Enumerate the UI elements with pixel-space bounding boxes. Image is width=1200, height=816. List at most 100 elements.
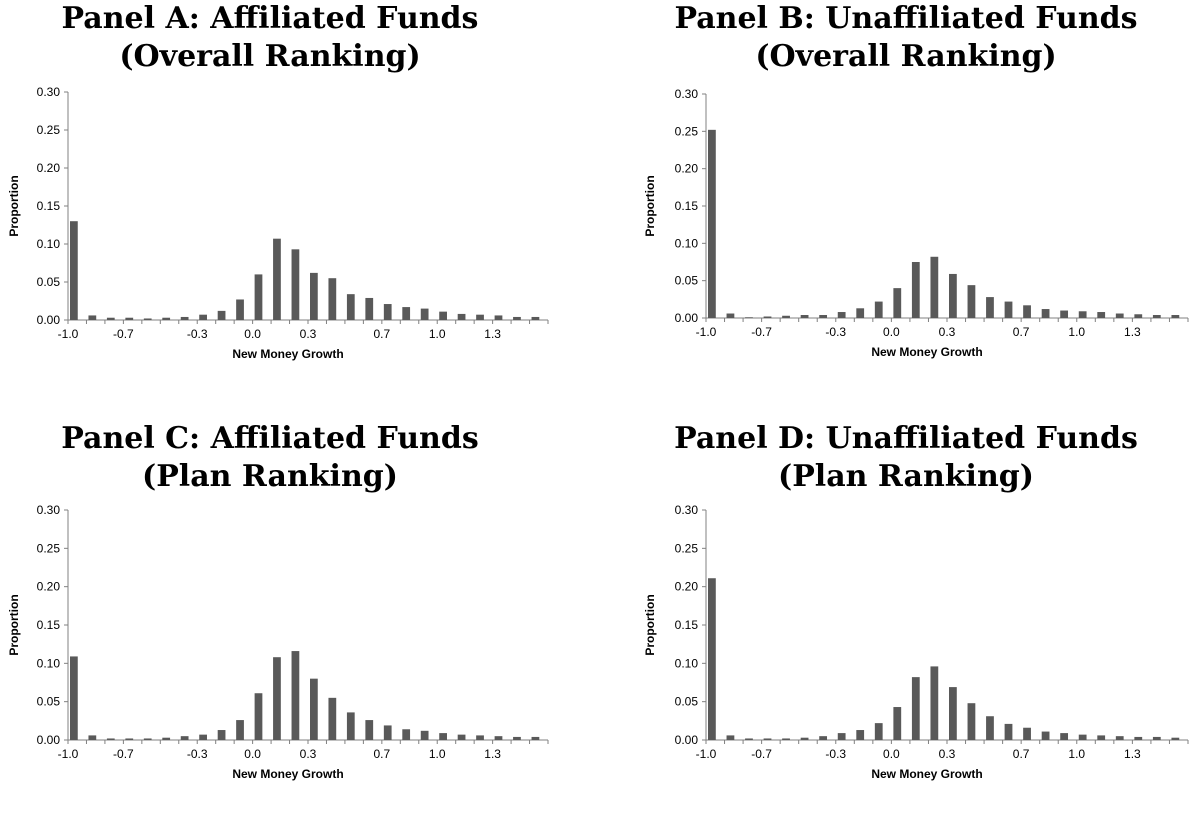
- x-tick-label: 1.3: [1124, 747, 1141, 761]
- y-axis-title: Proportion: [7, 175, 21, 236]
- x-axis-title: New Money Growth: [871, 345, 982, 359]
- histogram-bar: [383, 304, 392, 320]
- y-tick-label: 0.10: [37, 656, 61, 670]
- x-axis-title: New Money Growth: [871, 767, 982, 781]
- histogram-bar: [273, 657, 281, 740]
- histogram-bar: [745, 738, 753, 740]
- histogram-bar: [1004, 723, 1013, 740]
- histogram-bar: [217, 730, 226, 740]
- x-tick-label: 0.3: [939, 325, 956, 339]
- y-tick-label: 0.20: [675, 162, 699, 176]
- y-tick-label: 0.00: [675, 311, 699, 325]
- histogram-bar: [1041, 731, 1050, 740]
- histogram-bar: [125, 317, 134, 320]
- x-tick-label: 0.7: [1013, 747, 1030, 761]
- histogram-bar: [782, 738, 790, 740]
- y-tick-label: 0.00: [37, 313, 61, 327]
- histogram-bar: [236, 720, 244, 740]
- histogram-bar: [1060, 733, 1069, 740]
- histogram-bar: [143, 318, 152, 320]
- histogram-bar: [513, 316, 521, 320]
- histogram-bar: [708, 129, 716, 318]
- histogram-bar: [911, 262, 920, 318]
- histogram-chart: 0.00 0.05 0.10 0.15 0.20 0.25 0.30 -1.0 -0.7 -0.3…: [643, 503, 1189, 781]
- histogram-bar: [365, 297, 374, 320]
- histogram-bar: [1041, 309, 1050, 318]
- histogram-bar: [162, 317, 171, 320]
- x-axis-title: New Money Growth: [232, 347, 343, 361]
- x-tick-label: -0.3: [187, 747, 208, 761]
- x-tick-label: 0.3: [300, 327, 317, 341]
- histogram-bar: [346, 294, 355, 320]
- histogram-bar: [837, 733, 846, 740]
- histogram-bar: [125, 738, 134, 740]
- panel-title-line1: Panel B: Unaffiliated Funds: [674, 1, 1138, 36]
- y-tick-label: 0.30: [675, 87, 699, 101]
- histogram-bar: [893, 288, 902, 318]
- x-tick-label: 0.0: [883, 325, 900, 339]
- histogram-bar: [800, 737, 809, 740]
- histogram-bar: [236, 299, 244, 320]
- histogram-bar: [217, 310, 226, 320]
- panel-title: Panel D: Unaffiliated Funds (Plan Rankin…: [636, 420, 1176, 496]
- y-tick-label: 0.25: [37, 123, 61, 137]
- y-tick-label: 0.25: [675, 124, 699, 138]
- histogram-bar: [726, 735, 735, 740]
- panel-title-line2: (Plan Ranking): [142, 459, 398, 494]
- histogram-bar: [328, 697, 337, 740]
- histogram-bar: [930, 256, 939, 318]
- histogram-bar: [1004, 301, 1013, 318]
- histogram-bar: [856, 730, 865, 740]
- histogram-chart: 0.00 0.05 0.10 0.15 0.20 0.25 0.30 -1.0 -0.7 -0.3…: [7, 85, 549, 361]
- histogram-bar: [180, 736, 189, 740]
- y-tick-label: 0.10: [675, 236, 699, 250]
- histogram-bar: [254, 693, 263, 740]
- histogram-bar: [457, 313, 466, 320]
- histogram-bar: [457, 734, 466, 740]
- x-tick-label: -1.0: [58, 327, 79, 341]
- x-tick-label: 0.7: [1013, 325, 1030, 339]
- y-tick-label: 0.05: [675, 695, 699, 709]
- x-tick-label: 0.0: [244, 747, 261, 761]
- histogram-bar: [1023, 727, 1031, 740]
- histogram-bar: [162, 737, 171, 740]
- histogram-bar: [1078, 734, 1087, 740]
- histogram-bar: [1134, 314, 1143, 318]
- histogram-bar: [291, 249, 300, 320]
- histogram-bar: [1152, 315, 1161, 318]
- histogram-bar: [254, 274, 263, 320]
- y-tick-label: 0.30: [37, 85, 61, 99]
- histogram-bar: [1152, 736, 1161, 740]
- y-tick-label: 0.15: [37, 618, 61, 632]
- panel-c: Panel C: Affiliated Funds (Plan Ranking)…: [0, 420, 600, 816]
- y-tick-label: 0.20: [675, 580, 699, 594]
- x-tick-label: -0.3: [825, 747, 846, 761]
- y-tick-label: 0.20: [37, 580, 61, 594]
- y-tick-label: 0.10: [37, 237, 61, 251]
- histogram-bar: [967, 703, 976, 740]
- histogram-bar: [1023, 305, 1031, 318]
- histogram-bar: [70, 221, 78, 320]
- histogram-bar: [88, 315, 97, 320]
- histogram-bar: [106, 317, 115, 320]
- histogram-bar: [1078, 311, 1087, 318]
- histogram-bar: [476, 314, 484, 320]
- x-tick-label: 1.3: [484, 327, 501, 341]
- histogram-bar: [874, 723, 883, 740]
- histogram-bar: [782, 315, 790, 318]
- histogram-bar: [1060, 310, 1069, 318]
- histogram-bar: [420, 730, 429, 740]
- y-axis-title: Proportion: [7, 594, 21, 655]
- panel-title-line2: (Plan Ranking): [778, 459, 1034, 494]
- x-tick-label: 1.0: [1068, 325, 1085, 339]
- histogram-bar: [476, 735, 484, 740]
- histogram-bar: [439, 733, 447, 740]
- x-tick-label: -0.3: [825, 325, 846, 339]
- panel-a: Panel A: Affiliated Funds (Overall Ranki…: [0, 0, 600, 396]
- histogram-bar: [763, 738, 772, 740]
- panel-title-line1: Panel A: Affiliated Funds: [61, 1, 479, 36]
- y-tick-label: 0.00: [37, 733, 61, 747]
- x-tick-label: 1.3: [1124, 325, 1141, 339]
- histogram-chart: 0.00 0.05 0.10 0.15 0.20 0.25 0.30 -1.0 -0.7 -0.3…: [7, 503, 549, 781]
- x-tick-label: 1.0: [1068, 747, 1085, 761]
